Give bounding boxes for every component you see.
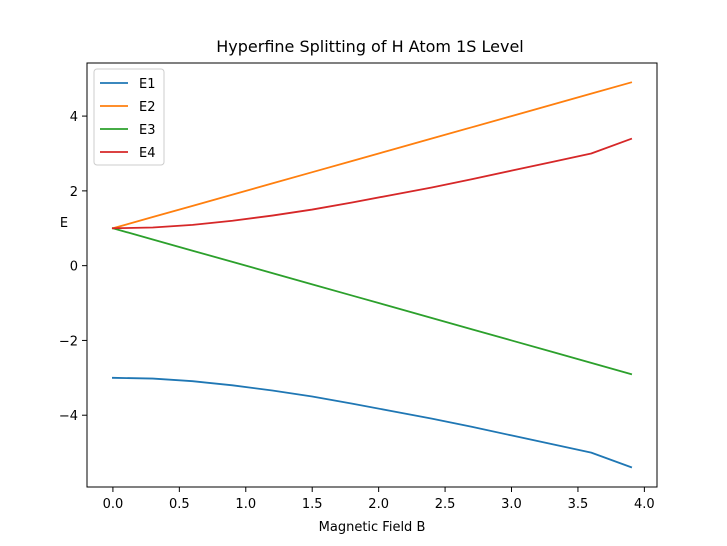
y-tick-label: 4 xyxy=(70,110,78,125)
y-tick-label: −4 xyxy=(59,409,78,424)
legend-label: E2 xyxy=(139,100,156,115)
x-tick-label: 1.0 xyxy=(235,497,256,512)
x-tick-label: 3.5 xyxy=(568,497,589,512)
x-tick-label: 0.5 xyxy=(169,497,190,512)
legend: E1 E2 E3 E4 xyxy=(93,68,165,166)
series-line-e3 xyxy=(111,227,633,376)
x-tick-label: 3.0 xyxy=(501,497,522,512)
legend-box xyxy=(93,68,165,166)
plot-area xyxy=(86,62,658,488)
y-axis-label: E xyxy=(60,216,68,231)
legend-label: E1 xyxy=(139,77,156,92)
series-line-e1 xyxy=(111,376,633,469)
y-tick-label: 0 xyxy=(70,260,78,275)
legend-label: E4 xyxy=(139,146,156,161)
x-tick-label: 0.0 xyxy=(103,497,124,512)
y-tick-label: 2 xyxy=(70,185,78,200)
series-line-e2 xyxy=(111,81,633,230)
x-tick-label: 2.5 xyxy=(435,497,456,512)
x-axis-label: Magnetic Field B xyxy=(319,520,426,535)
series-line-e4 xyxy=(111,137,633,230)
x-tick-label: 4.0 xyxy=(634,497,655,512)
y-axis: −4 −2 0 2 4 xyxy=(59,110,87,424)
legend-label: E3 xyxy=(139,123,156,138)
series-lines xyxy=(111,81,633,469)
x-tick-label: 1.5 xyxy=(302,497,323,512)
x-tick-label: 2.0 xyxy=(368,497,389,512)
x-axis: 0.0 0.5 1.0 1.5 2.0 2.5 3.0 3.5 4.0 xyxy=(103,487,655,512)
chart-title: Hyperfine Splitting of H Atom 1S Level xyxy=(216,37,523,56)
y-tick-label: −2 xyxy=(59,334,78,349)
